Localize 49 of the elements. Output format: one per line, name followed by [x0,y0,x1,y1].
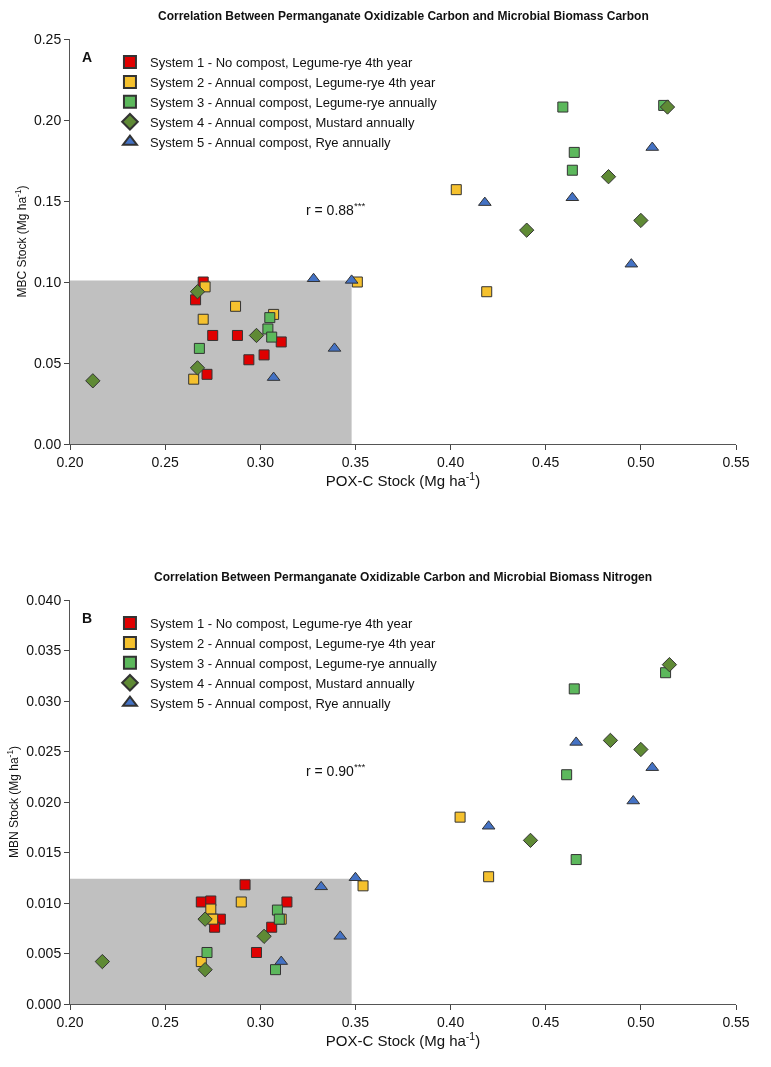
annotation: r = 0.90$^{***}$ [306,761,366,779]
y-tick-label: 0.15 [33,192,62,209]
y-tick-label: 0.030 [26,692,62,709]
legend-label: System 5 - Annual compost, Rye annually [149,695,392,711]
legend-label: System 3 - Annual compost, Legume-rye annually [149,655,438,671]
y-tick-label: 0.020 [26,793,62,810]
legend-label: System 5 - Annual compost, Rye annually [149,134,392,150]
x-tick-label: 0.45 [532,453,560,470]
chart-title: Correlation Between Permanganate Oxidizable Carbon and Microbial Biomass Carbon [158,9,649,23]
x-tick-label: 0.45 [532,1013,560,1030]
y-tick-label: 0.005 [26,945,62,962]
x-axis-title: POX-C Stock (Mg ha$^{-1}$) [325,1029,481,1050]
y-tick-label: 0.035 [26,642,62,659]
y-tick-label: 0.20 [33,111,62,128]
x-tick-label: 0.40 [436,453,465,470]
y-tick-label: 0.010 [26,894,62,911]
x-tick-label: 0.40 [436,1013,465,1030]
legend-label: System 1 - No compost, Legume-rye 4th year [149,616,413,632]
legend-label: System 4 - Annual compost, Mustard annually [149,675,415,691]
legend-label: System 2 - Annual compost, Legume-rye 4th year [149,636,437,651]
annotation: A [82,49,93,65]
x-tick-label: 0.20 [56,453,84,470]
x-tick-label: 0.20 [56,1013,84,1030]
annotation: B [82,610,93,626]
x-tick-label: 0.25 [151,1013,179,1030]
y-tick-label: 0.25 [33,30,62,47]
x-axis-title: POX-C Stock (Mg ha$^{-1}$) [325,469,481,490]
y-tick-label: 0.040 [26,591,62,608]
legend-label: System 1 - No compost, Legume-rye 4th year [149,55,413,71]
annotation: r = 0.88$^{***}$ [306,200,366,218]
y-tick-label: 0.00 [33,435,62,452]
x-tick-label: 0.25 [151,453,179,470]
y-tick-label: 0.10 [33,273,62,290]
x-tick-label: 0.35 [341,1013,370,1030]
x-tick-label: 0.55 [722,453,750,470]
legend-label: System 3 - Annual compost, Legume-rye annually [149,94,438,110]
y-tick-label: 0.05 [33,354,62,371]
x-tick-label: 0.30 [246,453,275,470]
x-tick-label: 0.35 [341,453,370,470]
x-tick-label: 0.50 [627,1013,655,1030]
x-tick-label: 0.55 [722,1013,750,1030]
y-tick-label: 0.000 [26,995,62,1012]
x-tick-label: 0.50 [627,453,655,470]
chart-title: Correlation Between Permanganate Oxidizable Carbon and Microbial Biomass Nitrogen [154,570,653,584]
legend-label: System 4 - Annual compost, Mustard annually [149,114,415,130]
y-tick-label: 0.015 [26,844,62,861]
y-tick-label: 0.025 [26,743,62,760]
legend-label: System 2 - Annual compost, Legume-rye 4th year [149,75,437,91]
x-tick-label: 0.30 [246,1013,275,1030]
